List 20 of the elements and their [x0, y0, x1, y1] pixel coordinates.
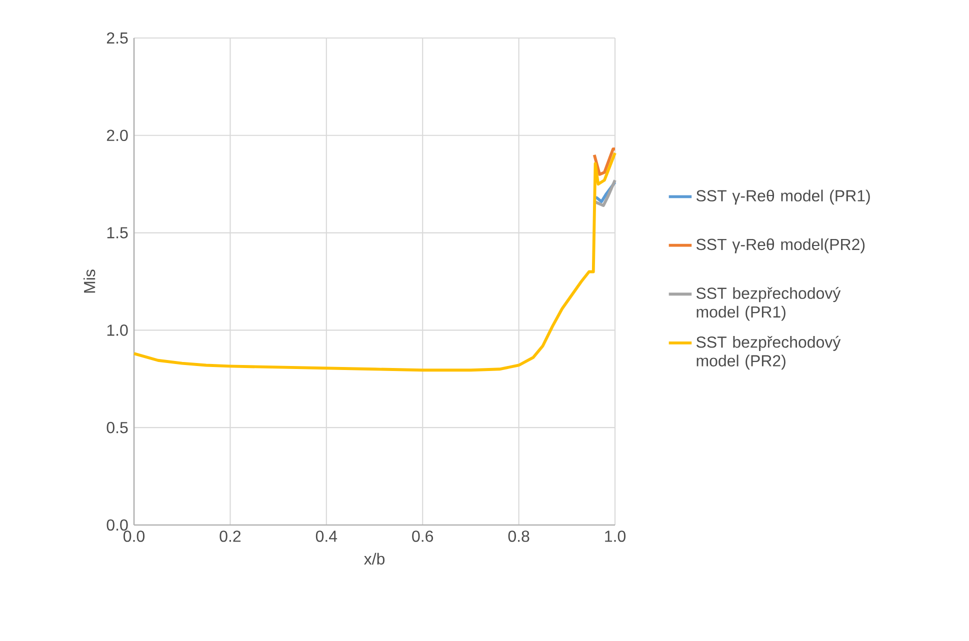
legend-label: SST bezpřechodový model (PR1) [696, 287, 841, 321]
legend-label: SST γ-Reθ model (PR1) [696, 190, 870, 205]
x-axis-title: x/b [364, 552, 384, 565]
y-tick-label: 0.5 [106, 422, 128, 434]
y-tick-label: 1.5 [107, 227, 128, 238]
y-axis-title: Mis [83, 270, 96, 293]
x-tick-label: 0.2 [220, 530, 241, 542]
y-tick-label: 2.5 [106, 32, 128, 44]
y-tick-label: 1.0 [107, 324, 128, 336]
x-tick-label: 0.6 [412, 530, 434, 542]
line-series [592, 148, 616, 176]
legend-label: SST bezpřechodový model (PR2) [696, 336, 841, 370]
y-tick-label: 0.0 [106, 519, 128, 531]
line-series [593, 178, 616, 207]
x-tick-label: 0.8 [508, 530, 530, 542]
y-tick-label: 2.0 [106, 130, 128, 142]
legend-label: SST γ-Reθ model(PR2) [696, 238, 865, 254]
x-tick-label: 0.0 [124, 530, 145, 542]
x-tick-label: 0.4 [316, 530, 338, 542]
x-tick-label: 1.0 [605, 530, 626, 542]
